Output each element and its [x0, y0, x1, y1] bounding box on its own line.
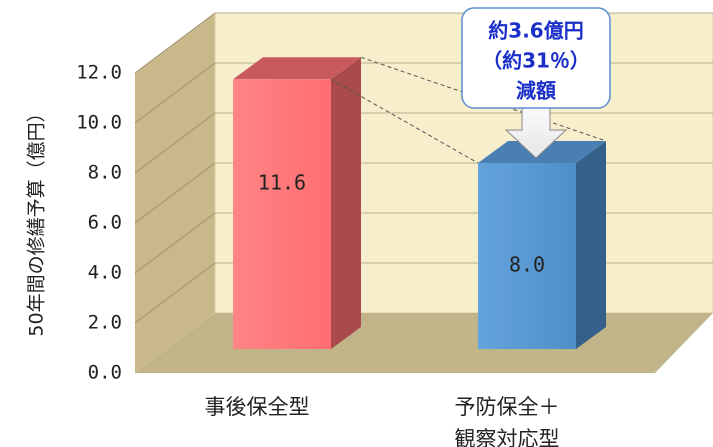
y-tick-label: 4.0 — [88, 262, 122, 284]
gridline-side — [134, 12, 216, 74]
category-label: 観察対応型 — [455, 427, 560, 447]
category-label: 予防保全＋ — [455, 395, 560, 419]
connector-line — [330, 78, 479, 164]
bar-side — [331, 57, 361, 350]
y-tick-label: 10.0 — [76, 112, 122, 134]
gridline-side — [134, 112, 216, 174]
gridline-side — [134, 262, 216, 324]
y-tick-label: 8.0 — [88, 162, 122, 184]
callout-text: 約3.6億円 — [488, 19, 583, 43]
gridline-side — [134, 212, 216, 274]
bar-top — [233, 57, 361, 80]
callout-text: （約31％） — [482, 49, 590, 73]
bar — [478, 163, 576, 349]
gridline-side — [134, 162, 216, 224]
bars: 11.6 8.0 — [233, 57, 606, 350]
y-tick-labels: 0.0 2.0 4.0 6.0 8.0 10.0 12.0 — [76, 62, 122, 384]
bar — [233, 79, 331, 350]
reduction-callout: 約3.6億円 （約31％） 減額 — [461, 7, 611, 159]
data-label: 8.0 — [509, 253, 545, 277]
y-axis-label: 50年間の修繕予算（億円） — [26, 103, 48, 336]
category-label: 事後保全型 — [205, 395, 310, 419]
data-label: 11.6 — [258, 171, 306, 195]
bar-side — [576, 141, 606, 349]
y-tick-label: 6.0 — [88, 212, 122, 234]
category-labels: 事後保全型 予防保全＋ 観察対応型 — [205, 395, 560, 447]
callout-box — [461, 7, 611, 109]
y-tick-label: 12.0 — [76, 62, 122, 84]
callout-text: 減額 — [516, 79, 556, 103]
floor — [135, 313, 713, 373]
gridline-side — [134, 62, 216, 124]
y-tick-label: 0.0 — [88, 362, 122, 384]
y-tick-label: 2.0 — [88, 312, 122, 334]
